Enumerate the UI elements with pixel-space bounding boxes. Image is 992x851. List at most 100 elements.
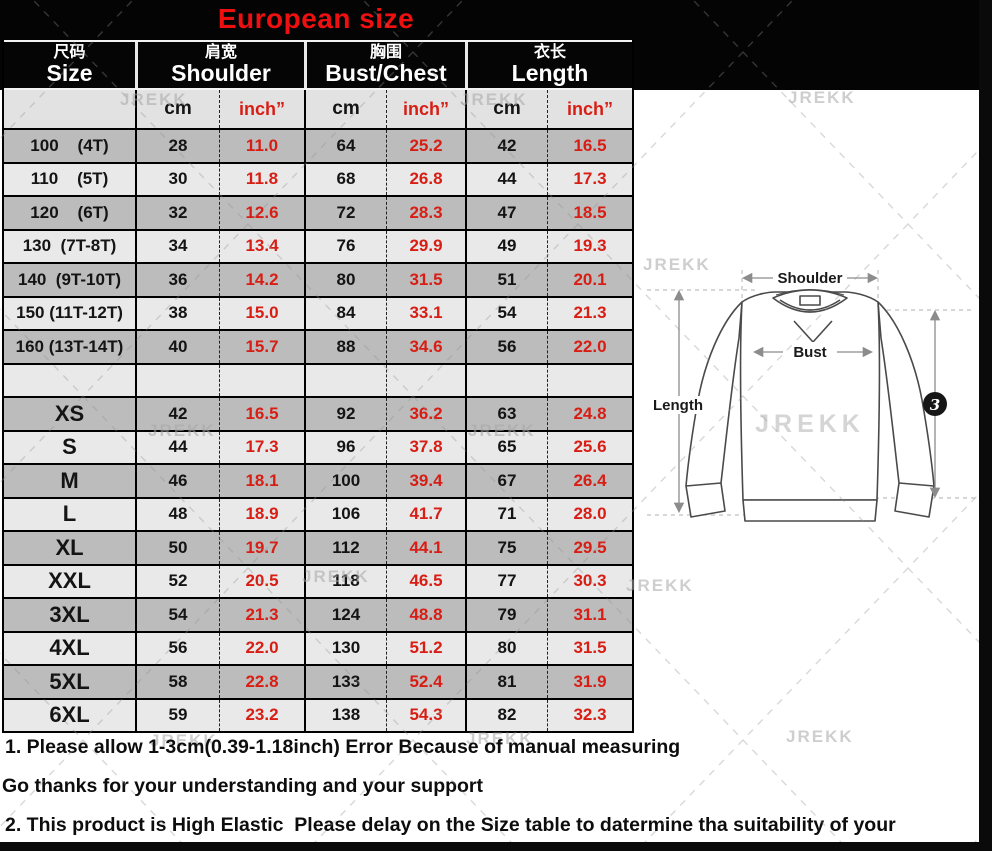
badge-3: 3 [930, 396, 940, 414]
length-inch-cell: 19.3 [547, 230, 632, 262]
bust-cm-cell: 96 [304, 431, 386, 463]
length-cm-cell: 54 [465, 297, 547, 329]
unit-empty-cell [4, 90, 135, 128]
shoulder-inch-cell: 15.7 [219, 331, 304, 363]
bust-cm-cell: 92 [304, 398, 386, 430]
watermark: JREKK [755, 410, 865, 438]
bust-inch-cell: 39.4 [386, 465, 465, 497]
table-row: XS 42 16.5 92 36.2 63 24.8 [4, 396, 632, 430]
bust-cm-cell: 100 [304, 465, 386, 497]
unit-header-row: cm inch” cm inch” cm inch” [4, 90, 632, 128]
length-inch-cell: 30.3 [547, 565, 632, 597]
shoulder-cm-cell: 54 [135, 599, 219, 631]
shoulder-inch-cell: 11.8 [219, 163, 304, 195]
table-row: XXL 52 20.5 118 46.5 77 30.3 [4, 563, 632, 597]
table-row: L 48 18.9 106 41.7 71 28.0 [4, 496, 632, 530]
size-cell: 150 (11T-12T) [16, 303, 123, 323]
bust-cm-cell: 72 [304, 197, 386, 229]
bust-cm-cell: 80 [304, 264, 386, 296]
table-rows: 100 (4T) 28 11.0 64 25.2 42 16.5 110 (5T… [4, 128, 632, 731]
right-border-bar [979, 0, 992, 851]
size-cell: XS [54, 400, 85, 426]
table-header-row: 尺码 Size 肩宽 Shoulder 胸围 Bust/Chest 衣长 Len… [4, 40, 632, 90]
size-cell: XXL [48, 568, 91, 594]
shoulder-cm-cell: 32 [135, 197, 219, 229]
shoulder-inch-cell [219, 364, 304, 396]
bust-cm-cell: 133 [304, 666, 386, 698]
bottom-border-bar [0, 842, 992, 851]
shoulder-cm-cell: 56 [135, 632, 219, 664]
length-inch-cell: 31.1 [547, 599, 632, 631]
bust-cm-cell: 76 [304, 230, 386, 262]
length-cm-cell: 44 [465, 163, 547, 195]
unit-inch-shoulder: inch” [219, 90, 304, 128]
length-inch-cell [547, 364, 632, 396]
size-cell: 120 (6T) [30, 202, 109, 222]
length-inch-cell: 16.5 [547, 130, 632, 162]
shoulder-inch-cell: 19.7 [219, 532, 304, 564]
shoulder-cm-cell: 30 [135, 163, 219, 195]
length-label-en: Length [511, 60, 589, 87]
page-title: European size [217, 3, 415, 34]
column-group-size: 尺码 Size [4, 42, 135, 88]
size-label-en: Size [46, 60, 93, 87]
shoulder-inch-cell: 14.2 [219, 264, 304, 296]
shoulder-cm-cell: 38 [135, 297, 219, 329]
length-cm-cell: 51 [465, 264, 547, 296]
length-inch-cell: 26.4 [547, 465, 632, 497]
diagram-shoulder-label: Shoulder [777, 270, 842, 287]
shoulder-cm-cell: 40 [135, 331, 219, 363]
column-group-shoulder: 肩宽 Shoulder [135, 42, 304, 88]
bust-inch-cell: 37.8 [386, 431, 465, 463]
length-cm-cell: 47 [465, 197, 547, 229]
shoulder-inch-cell: 17.3 [219, 431, 304, 463]
size-cell: 140 (9T-10T) [18, 269, 121, 289]
shoulder-cm-cell [135, 364, 219, 396]
length-inch-cell: 20.1 [547, 264, 632, 296]
table-row [4, 362, 632, 397]
bust-inch-cell: 54.3 [386, 699, 465, 731]
table-row: XL 50 19.7 112 44.1 75 29.5 [4, 530, 632, 564]
length-inch-cell: 21.3 [547, 297, 632, 329]
note-3: 2. This product is High Elastic Please d… [5, 814, 896, 836]
shoulder-inch-cell: 23.2 [219, 699, 304, 731]
shoulder-inch-cell: 11.0 [219, 130, 304, 162]
length-inch-cell: 31.5 [547, 632, 632, 664]
length-label-zh: 衣长 [533, 43, 566, 61]
column-group-bust: 胸围 Bust/Chest [304, 42, 465, 88]
bust-cm-cell [304, 364, 386, 396]
bust-inch-cell: 36.2 [386, 398, 465, 430]
shoulder-cm-cell: 28 [135, 130, 219, 162]
watermark: JREKK [626, 576, 694, 595]
shoulder-inch-cell: 20.5 [219, 565, 304, 597]
shoulder-cm-cell: 36 [135, 264, 219, 296]
size-cell: 100 (4T) [30, 135, 109, 155]
column-group-length: 衣长 Length [465, 42, 632, 88]
table-row: 150 (11T-12T) 38 15.0 84 33.1 54 21.3 [4, 295, 632, 329]
bust-inch-cell: 51.2 [386, 632, 465, 664]
table-row: 3XL 54 21.3 124 48.8 79 31.1 [4, 597, 632, 631]
bust-cm-cell: 106 [304, 498, 386, 530]
bust-inch-cell: 31.5 [386, 264, 465, 296]
size-cell: M [60, 467, 79, 493]
size-cell [4, 365, 135, 397]
shoulder-inch-cell: 13.4 [219, 230, 304, 262]
table-row: 140 (9T-10T) 36 14.2 80 31.5 51 20.1 [4, 262, 632, 296]
shoulder-cm-cell: 52 [135, 565, 219, 597]
shoulder-inch-cell: 15.0 [219, 297, 304, 329]
shoulder-cm-cell: 34 [135, 230, 219, 262]
bust-inch-cell: 25.2 [386, 130, 465, 162]
bust-inch-cell: 52.4 [386, 666, 465, 698]
length-cm-cell [465, 364, 547, 396]
size-cell: S [62, 434, 77, 460]
length-inch-cell: 18.5 [547, 197, 632, 229]
bust-inch-cell: 46.5 [386, 565, 465, 597]
length-inch-cell: 22.0 [547, 331, 632, 363]
table-row: M 46 18.1 100 39.4 67 26.4 [4, 463, 632, 497]
bust-inch-cell [386, 364, 465, 396]
bust-inch-cell: 41.7 [386, 498, 465, 530]
size-table: 尺码 Size 肩宽 Shoulder 胸围 Bust/Chest 衣长 Len… [2, 40, 634, 733]
shoulder-cm-cell: 58 [135, 666, 219, 698]
length-cm-cell: 82 [465, 699, 547, 731]
